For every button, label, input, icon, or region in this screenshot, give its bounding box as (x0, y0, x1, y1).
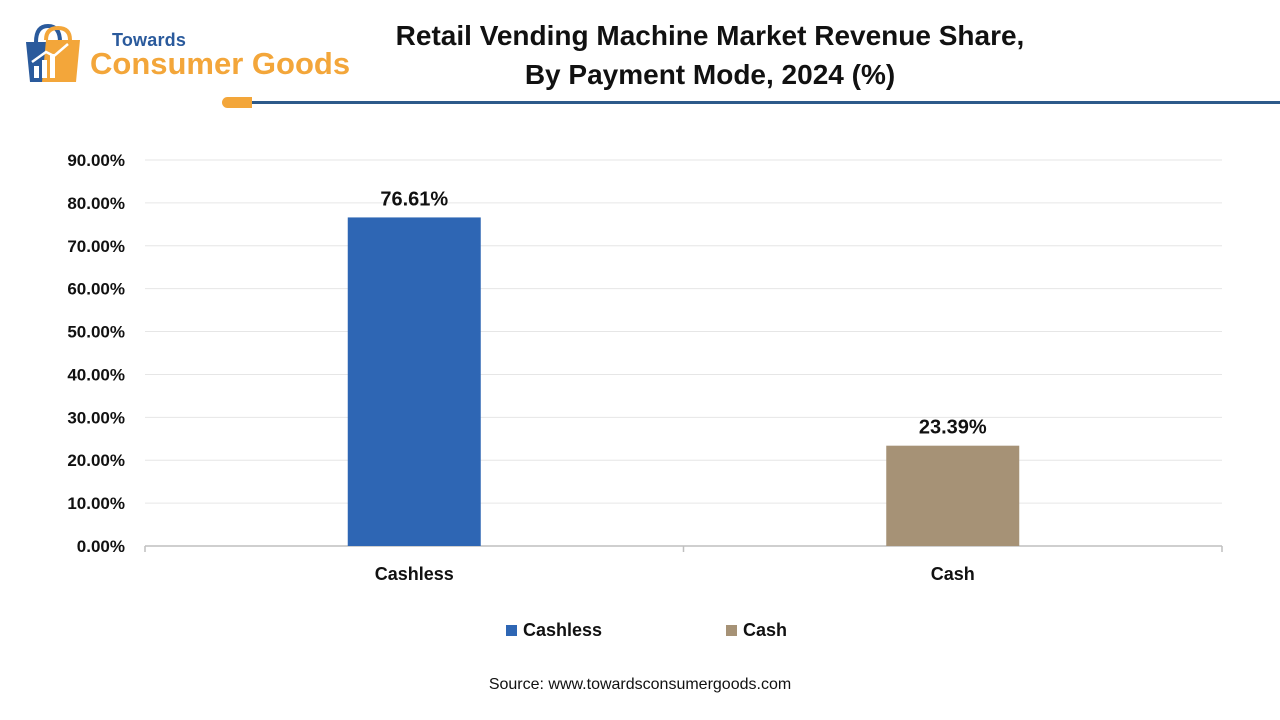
header-accent-tab (222, 97, 252, 108)
legend-label-cash: Cash (743, 620, 788, 640)
legend-swatch-cash (726, 625, 737, 636)
y-tick-label: 30.00% (67, 408, 125, 427)
shopping-bag-chart-icon (26, 23, 80, 82)
legend-item-cashless: Cashless (506, 620, 602, 641)
y-tick-label: 90.00% (67, 151, 125, 170)
data-label-cashless: 76.61% (380, 188, 448, 210)
y-tick-label: 80.00% (67, 194, 125, 213)
x-tick-label-cash: Cash (931, 564, 975, 584)
brand-name-main: Consumer Goods (90, 46, 351, 81)
legend-swatch-cashless (506, 625, 517, 636)
data-label-cash: 23.39% (919, 417, 987, 439)
chart-title-line-1: Retail Vending Machine Market Revenue Sh… (395, 20, 1025, 51)
bar-chart: 0.00% 10.00% 20.00% 30.00% 40.00% 50.00% 60.00… (67, 151, 1223, 584)
y-tick-label: 70.00% (67, 237, 125, 256)
brand-name-top: Towards (112, 30, 187, 50)
chart-title-line-2: By Payment Mode, 2024 (%) (524, 59, 896, 90)
y-tick-label: 50.00% (67, 323, 125, 342)
brand-logo: Towards Consumer Goods (20, 22, 380, 86)
legend-item-cash: Cash (726, 620, 787, 641)
y-tick-label: 60.00% (67, 280, 125, 299)
chart-legend: Cashless Cash (0, 620, 1280, 644)
y-tick-label: 40.00% (67, 365, 125, 384)
y-tick-label: 20.00% (67, 451, 125, 470)
legend-label-cashless: Cashless (523, 620, 603, 640)
chart-title: Retail Vending Machine Market Revenue Sh… (380, 16, 1040, 94)
y-tick-label: 0.00% (77, 537, 125, 556)
source-note: Source: www.towardsconsumergoods.com (488, 676, 792, 693)
bar-cash (886, 445, 1020, 546)
header-divider (250, 101, 1280, 104)
y-tick-label: 10.00% (67, 494, 125, 513)
bar-cashless (347, 217, 481, 546)
x-tick-label-cashless: Cashless (375, 564, 454, 584)
